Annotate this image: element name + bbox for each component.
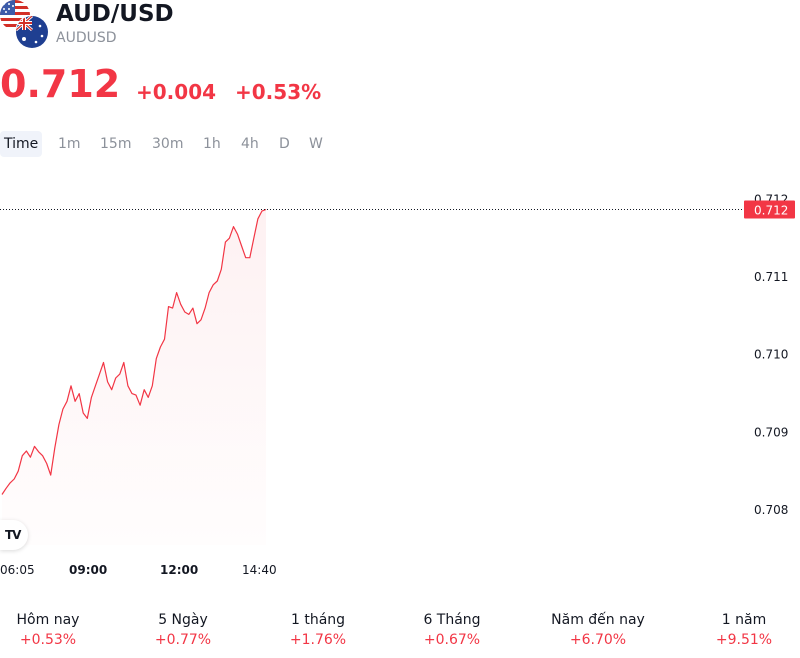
x-tick-label: 14:40 — [242, 563, 277, 577]
tab-time[interactable]: Time — [0, 131, 43, 157]
perf-value: +9.51% — [715, 632, 773, 648]
x-tick-label: 12:00 — [160, 563, 198, 577]
last-price: 0.712 — [0, 62, 121, 106]
perf-item-1y[interactable]: 1 năm +9.51% — [679, 610, 800, 650]
perf-item-5d[interactable]: 5 Ngày +0.77% — [118, 610, 248, 650]
us-au-flags-icon — [0, 0, 49, 49]
perf-label: Hôm nay — [16, 612, 80, 628]
perf-value: +0.53% — [19, 632, 77, 648]
symbol-code: AUDUSD — [56, 30, 117, 46]
perf-value: +1.76% — [289, 632, 347, 648]
price-change: +0.004 — [136, 80, 217, 104]
performance-bar: Hôm nay +0.53% 5 Ngày +0.77% 1 tháng +1.… — [0, 610, 800, 650]
tab-d[interactable]: D — [279, 136, 290, 152]
perf-value: +6.70% — [569, 632, 627, 648]
perf-item-6m[interactable]: 6 Tháng +0.67% — [387, 610, 517, 650]
tradingview-logo-icon[interactable]: TV — [0, 520, 28, 550]
symbol-title: AUD/USD — [56, 1, 174, 27]
perf-label: Năm đến nay — [551, 612, 645, 628]
tab-w[interactable]: W — [309, 136, 323, 152]
tab-30m[interactable]: 30m — [152, 136, 184, 152]
y-tick-label: 0.708 — [754, 503, 788, 517]
perf-label: 1 tháng — [290, 612, 346, 628]
perf-label: 5 Ngày — [158, 612, 208, 628]
tab-15m[interactable]: 15m — [100, 136, 132, 152]
y-tick-label: 0.710 — [754, 348, 788, 362]
x-tick-label: 06:05 — [0, 563, 35, 577]
tab-4h[interactable]: 4h — [241, 136, 259, 152]
perf-value: +0.77% — [154, 632, 212, 648]
y-tick-label: 0.709 — [754, 425, 788, 439]
last-price-badge — [744, 200, 795, 219]
symbol-header: AUD/USD AUDUSD — [0, 0, 800, 60]
perf-label: 6 Tháng — [423, 612, 481, 628]
x-tick-label: 09:00 — [69, 563, 107, 577]
tab-1m[interactable]: 1m — [58, 136, 81, 152]
perf-label: 1 năm — [721, 612, 767, 628]
tab-1h[interactable]: 1h — [203, 136, 221, 152]
last-price-badge-label: 0.712 — [754, 204, 788, 218]
price-change-percent: +0.53% — [235, 80, 322, 104]
price-line — [1, 208, 267, 495]
perf-value: +0.67% — [423, 632, 481, 648]
y-tick-label: 0.711 — [754, 270, 788, 284]
perf-item-1m[interactable]: 1 tháng +1.76% — [253, 610, 383, 650]
perf-item-ytd[interactable]: Năm đến nay +6.70% — [533, 610, 663, 650]
perf-item-today[interactable]: Hôm nay +0.53% — [0, 610, 113, 650]
price-area-fill — [2, 209, 266, 545]
